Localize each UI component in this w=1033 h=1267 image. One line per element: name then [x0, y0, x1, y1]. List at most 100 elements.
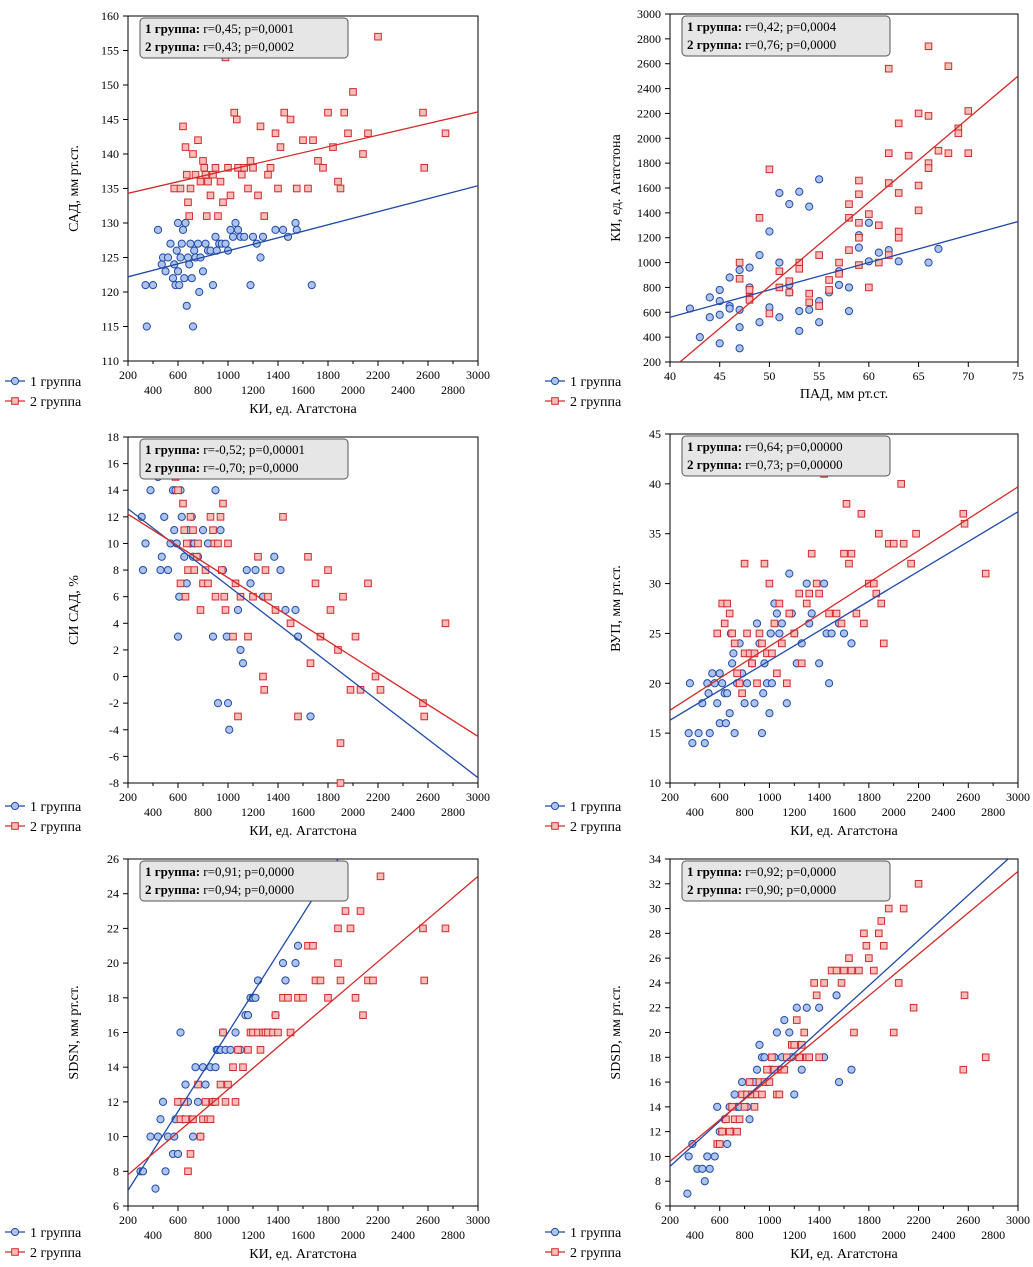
data-point-group1: [307, 281, 316, 290]
x-tick-label: 400: [686, 805, 704, 819]
data-point-group1: [173, 632, 183, 641]
data-point-group2: [907, 559, 915, 568]
data-point-group1: [684, 1152, 693, 1161]
data-point-group2: [745, 1078, 754, 1086]
x-tick-label: 75: [1012, 369, 1024, 383]
data-point-group1: [802, 1003, 811, 1012]
legend: 1 группа 2 группа: [545, 800, 622, 835]
y-tick-label: 1000: [637, 256, 661, 270]
data-point-group2: [904, 151, 913, 160]
data-point-group1: [934, 244, 943, 253]
data-point-group2: [862, 941, 871, 950]
data-point-group2: [924, 112, 933, 120]
x-tick-label: 1200: [241, 1228, 265, 1242]
data-point-group2: [419, 108, 427, 117]
data-point-group2: [855, 966, 863, 975]
y-tick-label: 18: [107, 991, 119, 1005]
x-tick-label: 1000: [216, 1213, 240, 1227]
data-point-group1: [735, 305, 744, 314]
data-point-group1: [723, 1139, 732, 1149]
data-point-group2: [359, 150, 367, 158]
data-point-group2: [835, 258, 843, 267]
y-tick-label: 1600: [637, 181, 661, 195]
data-point-group2: [219, 1028, 227, 1037]
data-point-group2: [894, 227, 903, 236]
data-point-group2: [837, 619, 846, 628]
data-point-group2: [229, 1063, 237, 1072]
data-point-group2: [211, 164, 220, 172]
data-point-group2: [346, 924, 355, 933]
data-point-group1: [715, 285, 724, 295]
y-tick-label: 24: [107, 887, 119, 901]
data-point-group1: [172, 246, 181, 255]
stats-box: [139, 438, 349, 480]
y-tick-label: 14: [649, 1100, 661, 1114]
data-point-group2: [364, 129, 372, 138]
data-point-group2: [326, 606, 335, 614]
data-point-group2: [842, 500, 851, 508]
data-point-group2: [180, 526, 189, 534]
stats-line-group1: 1 группа: r=0,64; p=0,00000: [687, 439, 843, 454]
data-point-group2: [875, 929, 883, 938]
data-point-group1: [742, 679, 752, 688]
data-point-group1: [705, 729, 714, 738]
data-point-group2: [264, 592, 272, 601]
data-point-group2: [216, 1080, 225, 1089]
x-tick-label: 45: [714, 369, 726, 383]
y-tick-label: 12: [107, 510, 119, 524]
series-group-1: [136, 941, 303, 1193]
data-point-group1: [176, 253, 185, 262]
data-point-group1: [785, 200, 794, 209]
data-point-group2: [725, 609, 734, 618]
data-point-group2: [286, 619, 295, 628]
data-point-group2: [234, 1046, 242, 1054]
x-tick-label: 3000: [466, 368, 490, 382]
data-point-group1: [176, 1028, 185, 1037]
data-point-group2: [186, 1150, 195, 1158]
data-point-group1: [827, 629, 836, 638]
data-point-group2: [236, 592, 245, 601]
x-tick-label: 1000: [757, 790, 781, 804]
data-point-group2: [256, 122, 265, 131]
data-point-group2: [889, 1028, 898, 1037]
data-point-group2: [802, 599, 811, 608]
data-point-group2: [292, 184, 301, 193]
data-point-group1: [802, 579, 811, 588]
data-point-group1: [765, 709, 774, 718]
data-point-group2: [334, 177, 342, 186]
data-point-group2: [174, 1098, 182, 1106]
data-point-group2: [231, 1098, 240, 1106]
data-point-group1: [683, 1189, 692, 1198]
y-tick-label: 10: [107, 536, 119, 550]
x-tick-label: 1400: [266, 790, 290, 804]
data-point-group2: [261, 566, 270, 574]
data-point-group1: [780, 1016, 789, 1025]
data-point-group2: [376, 872, 385, 881]
y-tick-label: -2: [109, 696, 119, 710]
y-tick-label: 155: [101, 44, 119, 58]
data-point-group2: [419, 924, 427, 933]
data-point-group2: [832, 966, 841, 975]
data-point-group2: [805, 1053, 814, 1062]
data-point-group1: [251, 565, 260, 575]
series-group-1: [685, 175, 943, 353]
data-point-group2: [206, 191, 215, 200]
data-point-group2: [244, 1046, 252, 1054]
data-point-group1: [226, 225, 235, 234]
y-tick-label: 16: [107, 1026, 119, 1040]
data-point-group2: [254, 552, 262, 561]
data-point-group1: [251, 993, 260, 1002]
data-point-group1: [713, 699, 722, 708]
y-tick-label: 10: [107, 1130, 119, 1144]
y-tick-label: 6: [113, 590, 119, 604]
data-point-group2: [201, 566, 210, 574]
data-point-group2: [758, 1090, 766, 1099]
data-point-group2: [336, 184, 345, 193]
data-point-group2: [259, 672, 267, 681]
data-point-group2: [768, 649, 776, 658]
x-tick-label: 1600: [832, 1228, 856, 1242]
data-point-group2: [894, 233, 903, 242]
data-point-group2: [309, 136, 317, 144]
y-tick-label: 24: [649, 976, 661, 990]
